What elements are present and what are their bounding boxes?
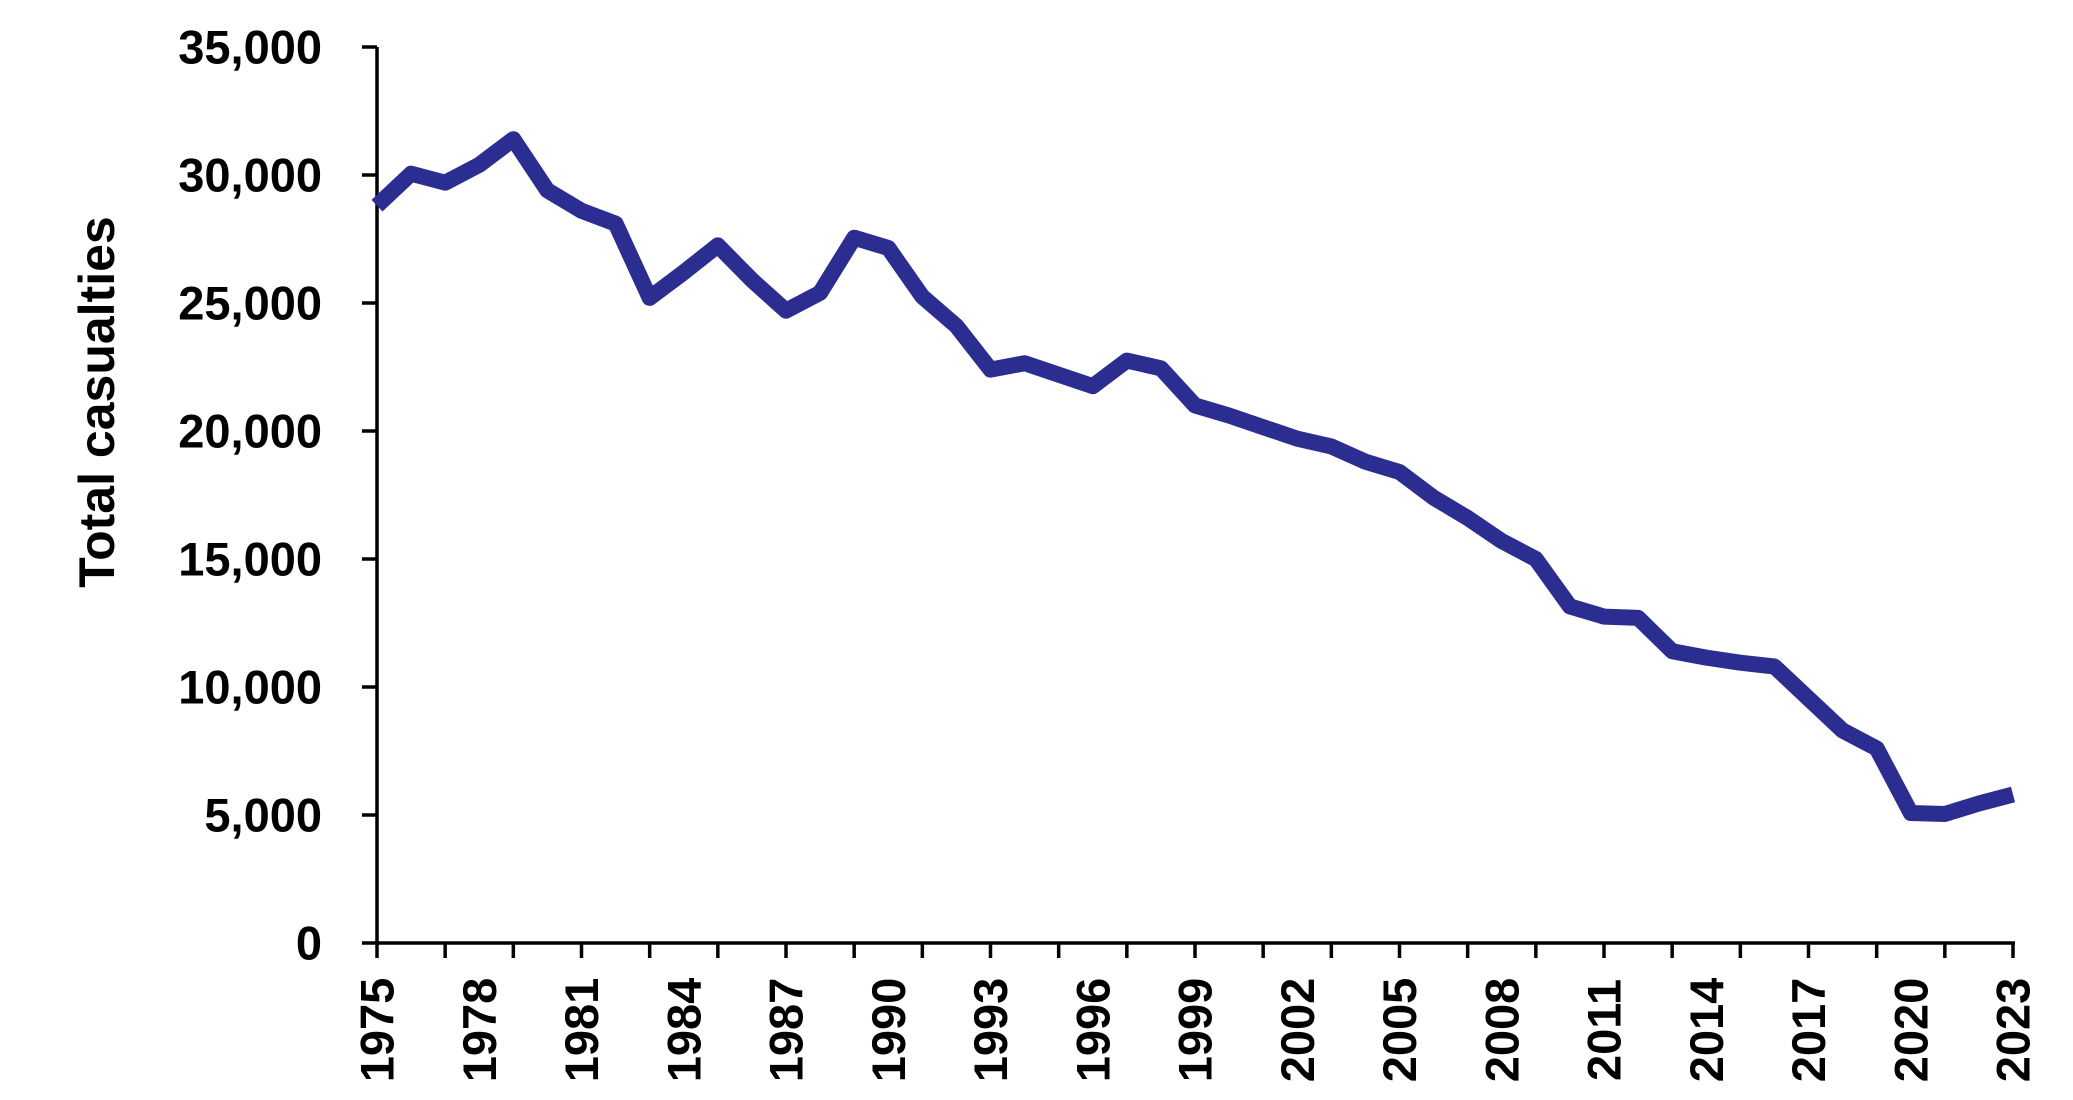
y-tick-label: 35,000 [178,21,322,74]
x-tick-label: 2017 [1782,978,1835,1083]
x-tick-label: 2020 [1884,978,1937,1083]
x-tick-label: 1999 [1169,978,1222,1083]
y-tick-label: 25,000 [178,277,322,330]
x-tick-label: 2005 [1373,978,1426,1083]
casualties-series-line [371,131,2016,822]
y-tick-label: 15,000 [178,533,322,586]
x-tick-label: 2002 [1271,978,1324,1083]
y-tick-label: 5,000 [204,789,322,842]
y-tick-label: 30,000 [178,149,322,202]
x-tick-label: 1993 [964,978,1017,1083]
x-tick-label: 2014 [1680,978,1733,1083]
x-tick-label: 1978 [453,978,506,1083]
x-tick-label: 2011 [1578,979,1631,1081]
y-axis-title: Total casualties [69,216,125,587]
x-tick-label: 2008 [1475,978,1528,1083]
x-tick-label: 1981 [555,978,608,1083]
x-tick-label: 1996 [1066,978,1119,1083]
x-tick-label: 1975 [351,978,404,1083]
x-tick-label: 1990 [862,978,915,1083]
y-tick-label: 0 [296,917,322,970]
y-tick-label: 10,000 [178,661,322,714]
x-tick-label: 2023 [1987,978,2040,1083]
x-tick-label: 1984 [657,978,710,1083]
y-tick-label: 20,000 [178,405,322,458]
x-tick-label: 1987 [760,978,813,1083]
